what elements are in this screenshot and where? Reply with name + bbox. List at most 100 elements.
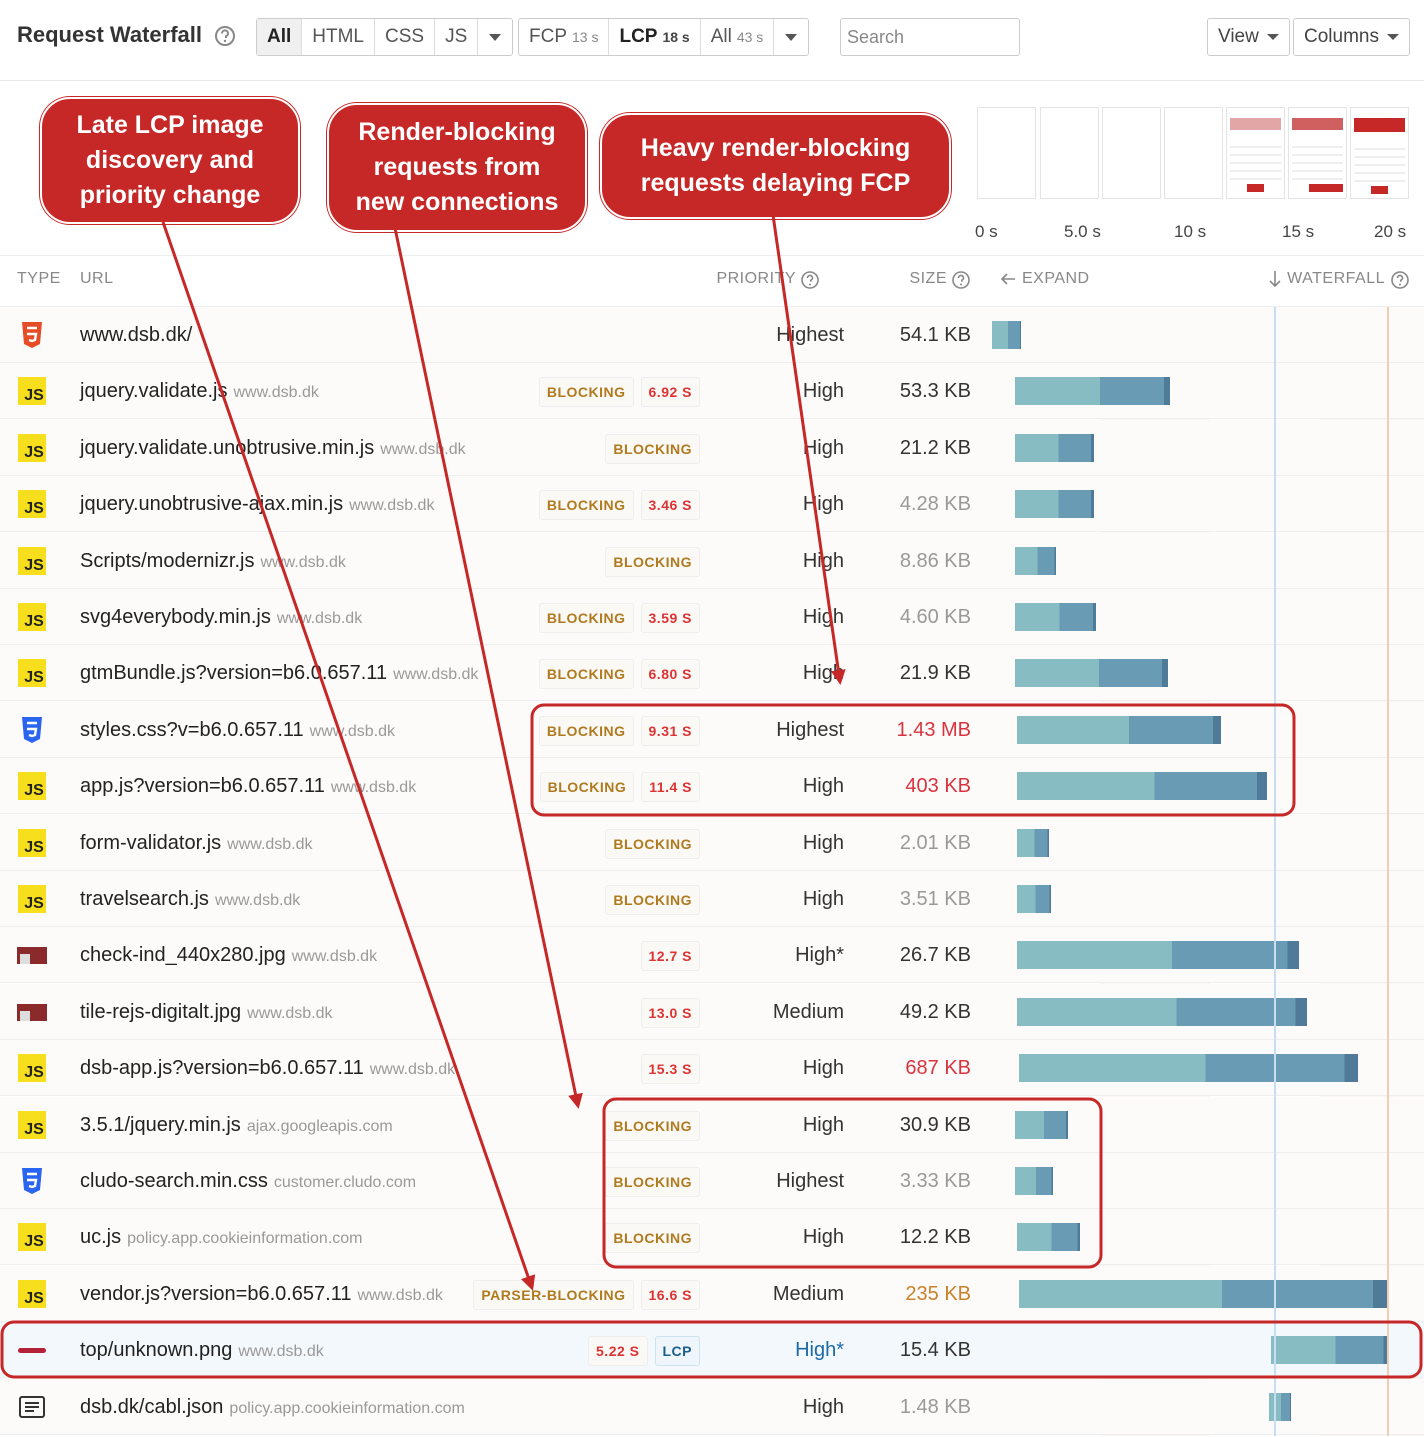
url-path: travelsearch.js	[80, 888, 209, 910]
host: www.dsb.dk	[291, 948, 378, 966]
frame	[1102, 107, 1161, 199]
size: 235 KB	[905, 1282, 971, 1305]
type-icon	[22, 716, 42, 743]
badge: 6.80 S	[640, 659, 700, 690]
priority: High*	[795, 1339, 844, 1362]
callout-line: discovery and	[85, 146, 255, 174]
request-row[interactable]: js dsb-app.js?version=b6.0.657.11 www.dsb.…	[0, 1040, 1424, 1097]
request-row[interactable]: js uc.js policy.app.cookieinformation.com B…	[0, 1209, 1424, 1266]
timing-bar	[1017, 772, 1268, 801]
columns-button[interactable]: Columns	[1293, 18, 1410, 56]
timing-bar	[1017, 828, 1050, 857]
shield-mark	[27, 1172, 38, 1189]
host: www.dsb.dk	[276, 610, 363, 627]
js-text: js	[24, 895, 44, 912]
request-row[interactable]: js vendor.js?version=b6.0.657.11 www.dsb.d…	[0, 1265, 1424, 1322]
dropdown[interactable]	[774, 19, 808, 55]
timing-bar	[1015, 433, 1094, 462]
timing-bar	[1015, 1110, 1068, 1139]
host: www.dsb.dk	[330, 779, 417, 797]
js-badge	[18, 546, 46, 575]
filter[interactable]: All	[257, 19, 303, 55]
js-text: js	[24, 444, 44, 461]
fcp-line	[1274, 307, 1276, 1436]
priority: High	[802, 831, 844, 854]
request-row[interactable]: top/unknown.png www.dsb.dk 5.22 S LCP High* 1…	[0, 1322, 1424, 1379]
badge: 12.7 S	[640, 941, 700, 972]
col-priority[interactable]: PRIORITY	[716, 270, 820, 290]
col-size[interactable]: SIZE	[909, 270, 971, 290]
request-row[interactable]: www.dsb.dk/Highest 54.1 KB	[0, 307, 1424, 363]
col-url: URL	[80, 270, 114, 287]
filter[interactable]: CSS	[375, 19, 436, 55]
priority: High	[802, 606, 844, 628]
timing-bar	[1271, 1336, 1388, 1365]
col-waterfall[interactable]: WATERFALL	[1268, 270, 1410, 290]
badges: BLOCKING 6.80 S	[538, 659, 700, 690]
callout: Late LCP image discovery and priority chan…	[40, 97, 300, 224]
url: gtmBundle.js?version=b6.0.657.11 www.dsb.…	[80, 645, 478, 703]
request-row[interactable]: js 3.5.1/jquery.min.js ajax.googleapis.com…	[0, 1096, 1424, 1153]
request-row[interactable]: js travelsearch.js www.dsb.dk BLOCKING High 3…	[0, 871, 1424, 927]
request-row[interactable]: js svg4everybody.min.js www.dsb.dk BLOCKING…	[0, 589, 1424, 645]
divider	[0, 255, 1424, 256]
js-text: js	[24, 500, 44, 517]
host: ajax.googleapis.com	[246, 1117, 393, 1135]
request-row[interactable]: styles.css?v=b6.0.657.11 www.dsb.dk BLOCKI…	[0, 701, 1424, 758]
frame	[1040, 107, 1099, 199]
view-button[interactable]: View	[1207, 18, 1290, 56]
metric-value: 43 s	[736, 29, 764, 45]
request-row[interactable]: js jquery.validate.unobtrusive.min.js www.…	[0, 419, 1424, 478]
metric[interactable]: All 43 s	[701, 19, 775, 55]
type-icon: js	[18, 1110, 46, 1139]
col-expand[interactable]: EXPAND	[1000, 270, 1090, 288]
type-icon: js	[18, 603, 46, 631]
metric[interactable]: FCP 13 s	[519, 19, 610, 55]
dropdown[interactable]	[478, 19, 512, 55]
url-path: top/unknown.png	[80, 1339, 233, 1362]
url-path: vendor.js?version=b6.0.657.11	[80, 1282, 352, 1305]
filter[interactable]: HTML	[302, 19, 376, 55]
url-path: form-validator.js	[80, 831, 222, 854]
url: jquery.validate.unobtrusive.min.js www.ds…	[80, 420, 466, 478]
js-badge	[18, 828, 46, 857]
size: 21.9 KB	[899, 662, 971, 685]
label: View	[1218, 26, 1259, 47]
badges: BLOCKING	[605, 433, 700, 464]
help-icon[interactable]	[214, 25, 236, 47]
metric[interactable]: LCP 18 s	[609, 19, 701, 55]
url-path: app.js?version=b6.0.657.11	[80, 775, 325, 798]
request-row[interactable]: check-ind_440x280.jpg www.dsb.dk 12.7 S Hig…	[0, 927, 1424, 984]
request-row[interactable]: js Scripts/modernizr.js www.dsb.dk BLOCKING…	[0, 532, 1424, 591]
url: www.dsb.dk/	[80, 307, 192, 363]
js-badge	[18, 659, 46, 688]
type-icon: js	[18, 1279, 46, 1308]
js-text: js	[24, 613, 44, 630]
doc-lines	[25, 1401, 39, 1412]
request-row[interactable]: cludo-search.min.css customer.cludo.com BL…	[0, 1153, 1424, 1209]
request-row[interactable]: js gtmBundle.js?version=b6.0.657.11 www.ds…	[0, 645, 1424, 703]
request-row[interactable]: js form-validator.js www.dsb.dk BLOCKING Hig…	[0, 814, 1424, 871]
host: www.dsb.dk	[380, 440, 466, 458]
size: 1.48 KB	[899, 1395, 971, 1418]
url: Scripts/modernizr.js www.dsb.dk	[80, 533, 346, 591]
request-row[interactable]: js app.js?version=b6.0.657.11 www.dsb.dk BL…	[0, 758, 1424, 815]
request-row[interactable]: js jquery.validate.js www.dsb.dk BLOCKING 6.…	[0, 363, 1424, 420]
badges: BLOCKING	[605, 828, 700, 859]
badge: BLOCKING	[605, 546, 700, 577]
lcp-dash	[18, 1348, 46, 1354]
priority: High	[802, 775, 844, 798]
filter[interactable]: JS	[435, 19, 479, 55]
request-row[interactable]: js jquery.unobtrusive-ajax.min.js www.dsb.…	[0, 476, 1424, 533]
search[interactable]: Search	[840, 18, 1020, 56]
request-row[interactable]: tile-rejs-digitalt.jpg www.dsb.dk 13.0 S Me…	[0, 983, 1424, 1040]
type-icon: js	[18, 1054, 46, 1083]
url: dsb.dk/cabl.json policy.app.cookieinforma…	[80, 1379, 465, 1437]
badge: 5.22 S	[588, 1336, 648, 1367]
callout-line: Late LCP image	[76, 111, 264, 139]
type-icon	[17, 947, 47, 965]
badges: BLOCKING 3.59 S	[538, 603, 700, 633]
type-icon: js	[18, 490, 46, 519]
badges: BLOCKING	[605, 1110, 700, 1141]
request-row[interactable]: dsb.dk/cabl.json policy.app.cookieinforma…	[0, 1378, 1424, 1437]
